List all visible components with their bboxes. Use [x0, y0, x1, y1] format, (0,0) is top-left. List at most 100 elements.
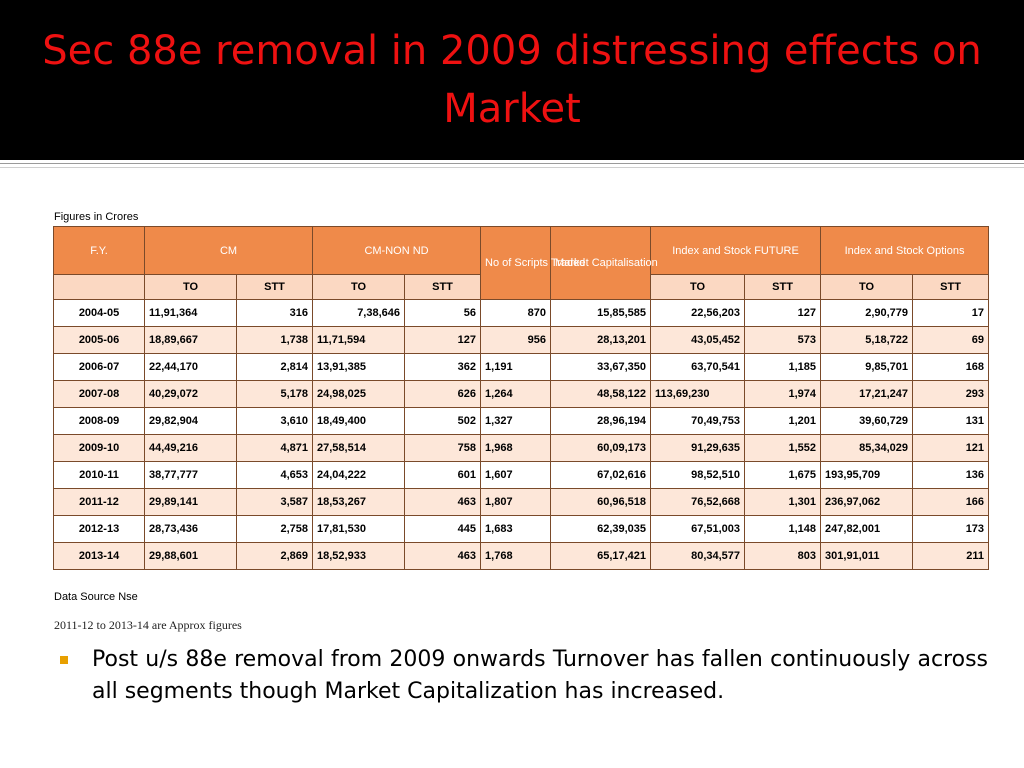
cell-cmnon-to: 24,04,222 [312, 461, 406, 489]
cell-future-stt: 1,201 [744, 407, 822, 435]
cell-mcap: 65,17,421 [550, 542, 652, 570]
table-row: 2004-05 11,91,364 316 7,38,646 56 870 15… [53, 299, 990, 327]
cell-cm-stt: 2,869 [235, 542, 314, 570]
cell-cmnon-to: 24,98,025 [312, 380, 406, 408]
cell-options-to: 39,60,729 [820, 407, 914, 435]
cell-cmnon-to: 18,53,267 [312, 488, 406, 516]
cell-mcap: 60,09,173 [550, 434, 652, 462]
cell-cm-stt: 4,653 [235, 461, 314, 489]
cell-options-stt: 173 [912, 515, 990, 543]
cell-cmnon-stt: 758 [404, 434, 482, 462]
cell-future-stt: 1,552 [744, 434, 822, 462]
cell-future-to: 80,34,577 [650, 542, 746, 570]
header-fy: F.Y. [53, 226, 145, 275]
cell-scripts: 1,191 [480, 353, 552, 381]
table-row: 2006-07 22,44,170 2,814 13,91,385 362 1,… [53, 353, 990, 381]
cell-cmnon-stt: 463 [404, 542, 482, 570]
cell-fy: 2013-14 [53, 542, 145, 570]
cell-cm-to: 11,91,364 [144, 299, 237, 327]
cell-future-stt: 1,148 [744, 515, 822, 543]
cell-future-stt: 803 [744, 542, 822, 570]
table-row: 2010-11 38,77,777 4,653 24,04,222 601 1,… [53, 461, 990, 489]
table-row: 2009-10 44,49,216 4,871 27,58,514 758 1,… [53, 434, 990, 462]
cell-fy: 2005-06 [53, 326, 145, 354]
cell-options-stt: 211 [912, 542, 990, 570]
cell-future-stt: 573 [744, 326, 822, 354]
cell-options-to: 9,85,701 [820, 353, 914, 381]
cell-cmnon-to: 11,71,594 [312, 326, 406, 354]
cell-mcap: 48,58,122 [550, 380, 652, 408]
cell-mcap: 67,02,616 [550, 461, 652, 489]
bullet-point: Post u/s 88e removal from 2009 onwards T… [60, 644, 990, 708]
cell-cmnon-stt: 463 [404, 488, 482, 516]
cell-mcap: 62,39,035 [550, 515, 652, 543]
cell-future-stt: 1,301 [744, 488, 822, 516]
subheader-cmnon-stt: STT [404, 274, 482, 300]
cell-cm-to: 29,88,601 [144, 542, 237, 570]
cell-cm-to: 38,77,777 [144, 461, 237, 489]
cell-scripts: 1,968 [480, 434, 552, 462]
cell-cmnon-stt: 362 [404, 353, 482, 381]
cell-cmnon-to: 18,52,933 [312, 542, 406, 570]
table-row: 2012-13 28,73,436 2,758 17,81,530 445 1,… [53, 515, 990, 543]
cell-cmnon-to: 27,58,514 [312, 434, 406, 462]
cell-fy: 2008-09 [53, 407, 145, 435]
cell-mcap: 15,85,585 [550, 299, 652, 327]
subheader-cmnon-to: TO [312, 274, 406, 300]
cell-future-stt: 1,185 [744, 353, 822, 381]
cell-cm-to: 22,44,170 [144, 353, 237, 381]
figures-caption: Figures in Crores [54, 211, 139, 223]
subheader-options-stt: STT [912, 274, 990, 300]
cell-cm-stt: 4,871 [235, 434, 314, 462]
cell-options-to: 247,82,001 [820, 515, 914, 543]
subheader-future-to: TO [650, 274, 746, 300]
cell-mcap: 28,13,201 [550, 326, 652, 354]
cell-cmnon-to: 7,38,646 [312, 299, 406, 327]
cell-scripts: 1,768 [480, 542, 552, 570]
header-cm: CM [143, 226, 314, 275]
cell-scripts: 870 [480, 299, 552, 327]
cell-mcap: 33,67,350 [550, 353, 652, 381]
cell-cm-to: 28,73,436 [144, 515, 237, 543]
cell-options-stt: 136 [912, 461, 990, 489]
market-data-table: F.Y. CM CM-NON ND No of Scripts Traded M… [53, 226, 990, 570]
cell-future-stt: 1,974 [744, 380, 822, 408]
cell-mcap: 28,96,194 [550, 407, 652, 435]
cell-cmnon-stt: 56 [404, 299, 482, 327]
cell-future-stt: 127 [744, 299, 822, 327]
cell-cm-to: 29,89,141 [144, 488, 237, 516]
cell-cm-to: 18,89,667 [144, 326, 237, 354]
subheader-cm-stt: STT [235, 274, 314, 300]
cell-options-to: 236,97,062 [820, 488, 914, 516]
cell-options-to: 17,21,247 [820, 380, 914, 408]
cell-fy: 2009-10 [53, 434, 145, 462]
cell-scripts: 1,607 [480, 461, 552, 489]
cell-cm-stt: 316 [235, 299, 314, 327]
cell-future-to: 113,69,230 [650, 380, 746, 408]
slide-title: Sec 88e removal in 2009 distressing effe… [42, 28, 982, 132]
cell-options-stt: 166 [912, 488, 990, 516]
cell-fy: 2007-08 [53, 380, 145, 408]
cell-fy: 2010-11 [53, 461, 145, 489]
bullet-square-icon [60, 656, 68, 664]
header-index-stock-future: Index and Stock FUTURE [650, 226, 822, 275]
cell-options-to: 2,90,779 [820, 299, 914, 327]
cell-cm-to: 40,29,072 [144, 380, 237, 408]
table-row: 2007-08 40,29,072 5,178 24,98,025 626 1,… [53, 380, 990, 408]
cell-scripts: 1,264 [480, 380, 552, 408]
cell-future-to: 70,49,753 [650, 407, 746, 435]
cell-cmnon-stt: 127 [404, 326, 482, 354]
cell-fy: 2006-07 [53, 353, 145, 381]
cell-future-to: 43,05,452 [650, 326, 746, 354]
table-body: 2004-05 11,91,364 316 7,38,646 56 870 15… [53, 299, 990, 570]
subheader-cm-to: TO [144, 274, 237, 300]
table-row: 2008-09 29,82,904 3,610 18,49,400 502 1,… [53, 407, 990, 435]
cell-future-stt: 1,675 [744, 461, 822, 489]
table-row: 2005-06 18,89,667 1,738 11,71,594 127 95… [53, 326, 990, 354]
title-divider [0, 163, 1024, 164]
cell-cmnon-stt: 445 [404, 515, 482, 543]
header-scripts-traded: No of Scripts Traded [480, 226, 585, 300]
cell-scripts: 1,807 [480, 488, 552, 516]
table-row: 2013-14 29,88,601 2,869 18,52,933 463 1,… [53, 542, 990, 570]
cell-cm-to: 44,49,216 [144, 434, 237, 462]
